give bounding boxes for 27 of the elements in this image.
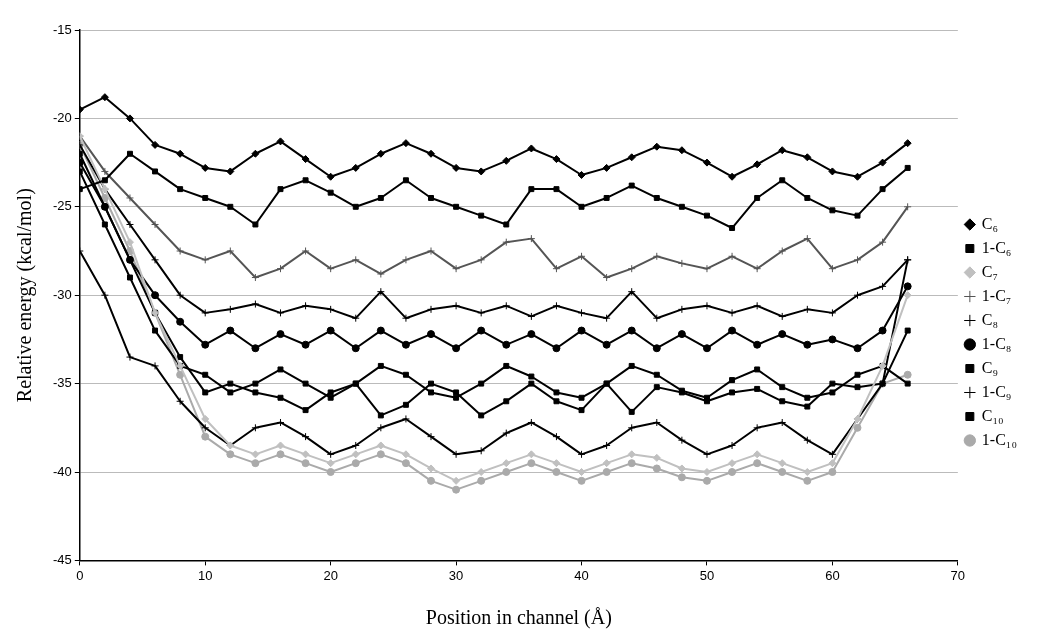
y-axis-title: Relative energy (kcal/mol) — [13, 188, 37, 403]
x-tick-label: 40 — [574, 567, 589, 583]
y-tick-label: -30 — [52, 286, 72, 302]
legend-label: 1-C₇ — [981, 286, 1012, 304]
y-tick-label: -25 — [52, 198, 72, 214]
y-tick-label: -35 — [52, 375, 72, 391]
legend-label: C₈ — [981, 310, 999, 328]
x-tick-label: 70 — [950, 567, 966, 583]
x-axis-title: Position in channel (Å) — [425, 606, 612, 630]
x-tick-label: 20 — [323, 567, 338, 583]
x-tick-label: 60 — [825, 567, 840, 583]
legend-label: 1-C₉ — [981, 382, 1012, 400]
legend-label: C₁₀ — [981, 406, 1004, 424]
x-tick-label: 50 — [699, 567, 715, 583]
x-tick-label: 10 — [197, 567, 213, 583]
y-tick-label: -40 — [52, 463, 72, 479]
y-tick-label: -45 — [52, 551, 72, 567]
legend-label: 1-C₁₀ — [981, 430, 1017, 448]
y-tick-label: -20 — [52, 109, 72, 125]
x-tick-label: 0 — [76, 567, 84, 583]
y-tick-label: -15 — [52, 21, 72, 37]
legend-label: C₇ — [981, 262, 999, 280]
legend-label: C₆ — [981, 214, 999, 232]
legend-label: 1-C₆ — [981, 238, 1012, 256]
legend-label: 1-C₈ — [981, 334, 1012, 352]
legend-label: C₉ — [981, 358, 999, 376]
x-tick-label: 30 — [448, 567, 464, 583]
